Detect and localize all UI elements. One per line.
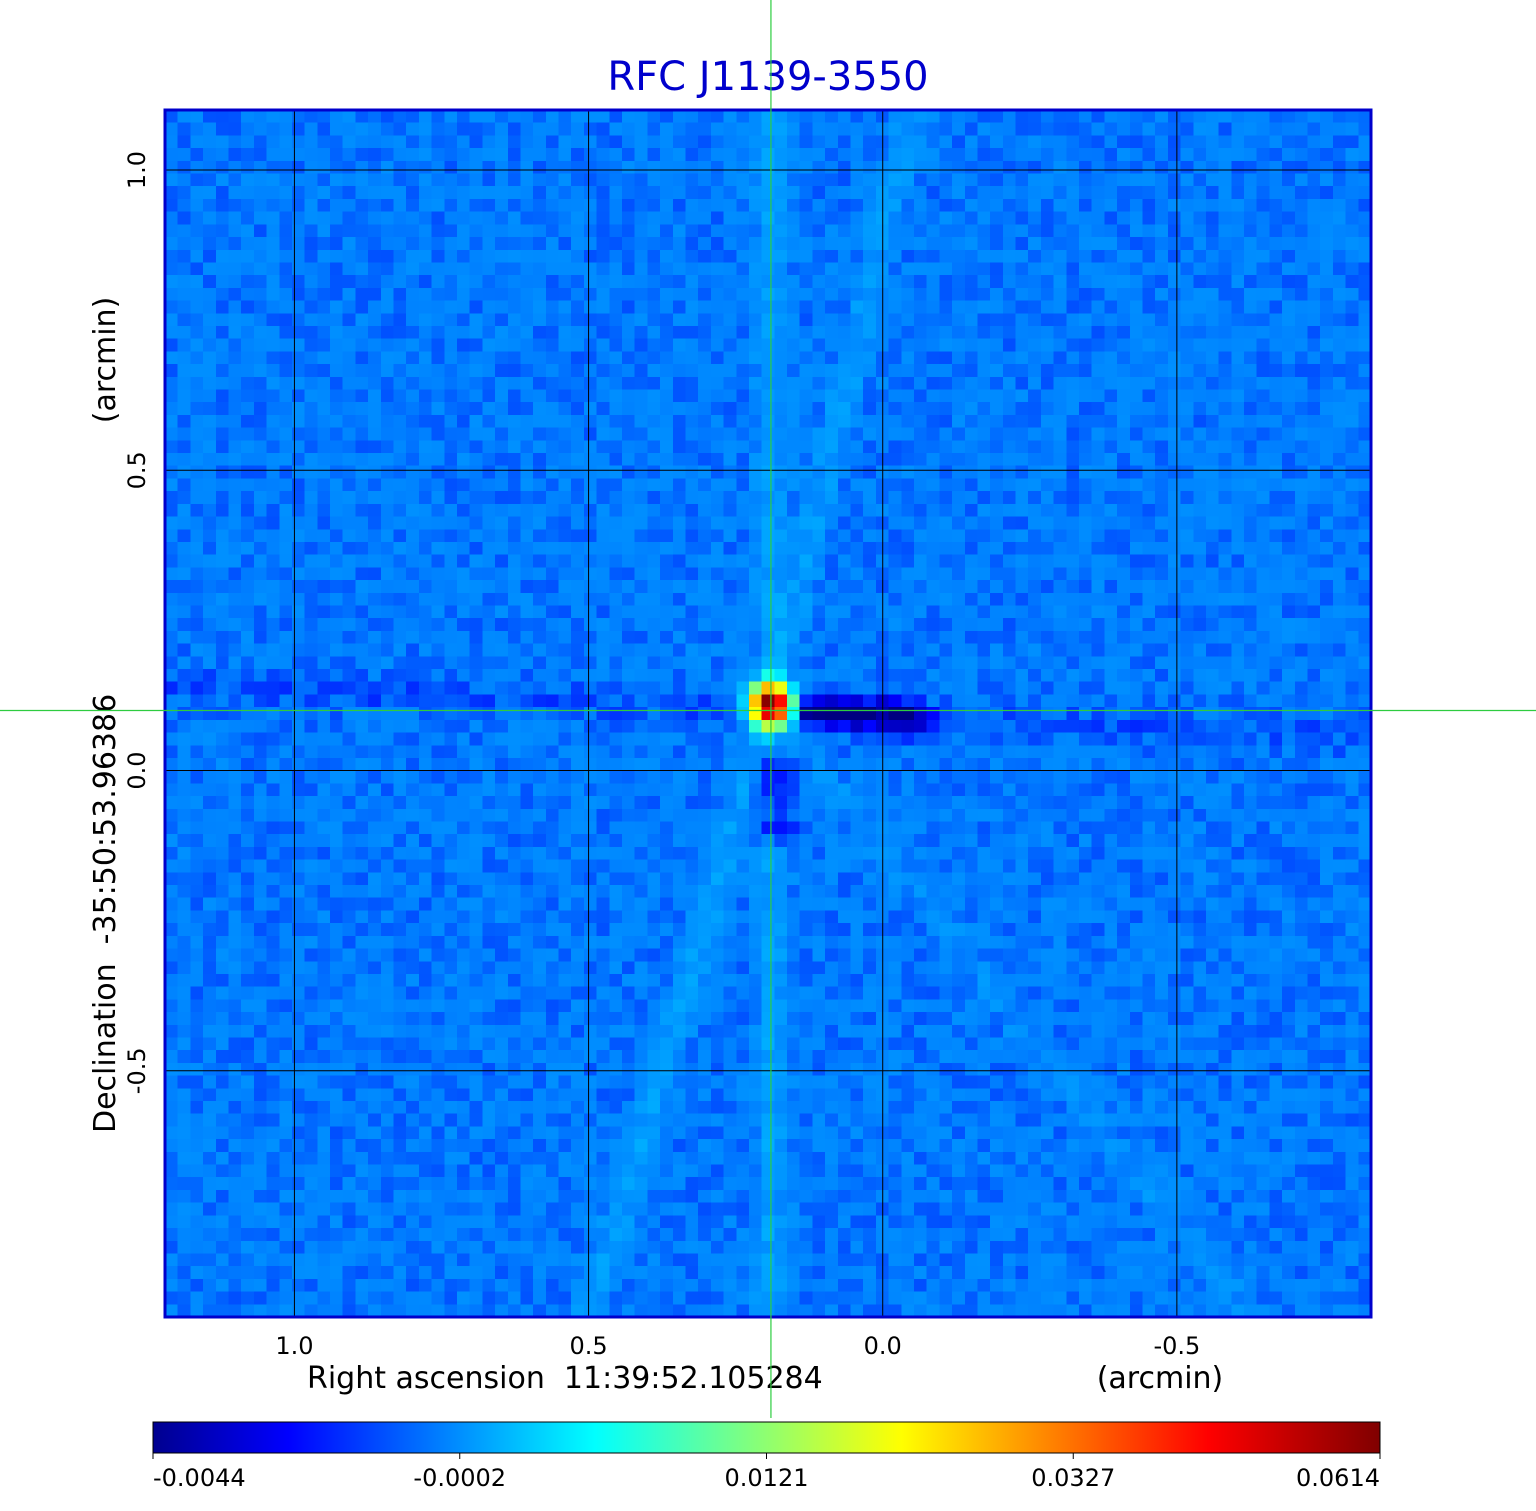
y-tick-label: 1.0: [123, 151, 151, 189]
x-tick-label: 1.0: [275, 1332, 313, 1360]
x-axis-unit: (arcmin): [1097, 1361, 1224, 1396]
plot-frame: [163, 108, 1373, 1319]
x-axis-label: Right ascension 11:39:52.105284: [307, 1361, 823, 1396]
x-tick-label: 0.0: [864, 1332, 902, 1360]
colorbar-tick-label: 0.0614: [1296, 1464, 1380, 1492]
crosshair: [0, 0, 1536, 1418]
chart-title: RFC J1139-3550: [607, 54, 928, 100]
y-axis-label: Declination -35:50:53.96386: [88, 694, 123, 1133]
y-tick-label: -0.5: [123, 1047, 151, 1094]
colorbar-tick-label: 0.0121: [725, 1464, 809, 1492]
colorbar-tick-label: -0.0044: [153, 1464, 246, 1492]
y-axis-unit: (arcmin): [88, 297, 123, 424]
image-layer: [165, 110, 1371, 1317]
x-tick-label: 0.5: [569, 1332, 607, 1360]
x-tick-label: -0.5: [1153, 1332, 1200, 1360]
grid-lines: [165, 110, 1371, 1317]
y-tick-label: 0.0: [123, 751, 151, 789]
colorbar: [152, 1421, 1381, 1454]
x-tick-labels: 1.0 0.5 0.0 -0.5: [275, 1332, 1200, 1360]
colorbar-tick-label: -0.0002: [413, 1464, 506, 1492]
intensity-map: [165, 110, 1371, 1317]
colorbar-tick-label: 0.0327: [1031, 1464, 1115, 1492]
y-tick-label: 0.5: [123, 451, 151, 489]
y-tick-labels: 1.0 0.5 0.0 -0.5: [123, 151, 151, 1094]
colorbar-tick-labels: -0.0044 -0.0002 0.0121 0.0327 0.0614: [152, 1453, 1381, 1492]
